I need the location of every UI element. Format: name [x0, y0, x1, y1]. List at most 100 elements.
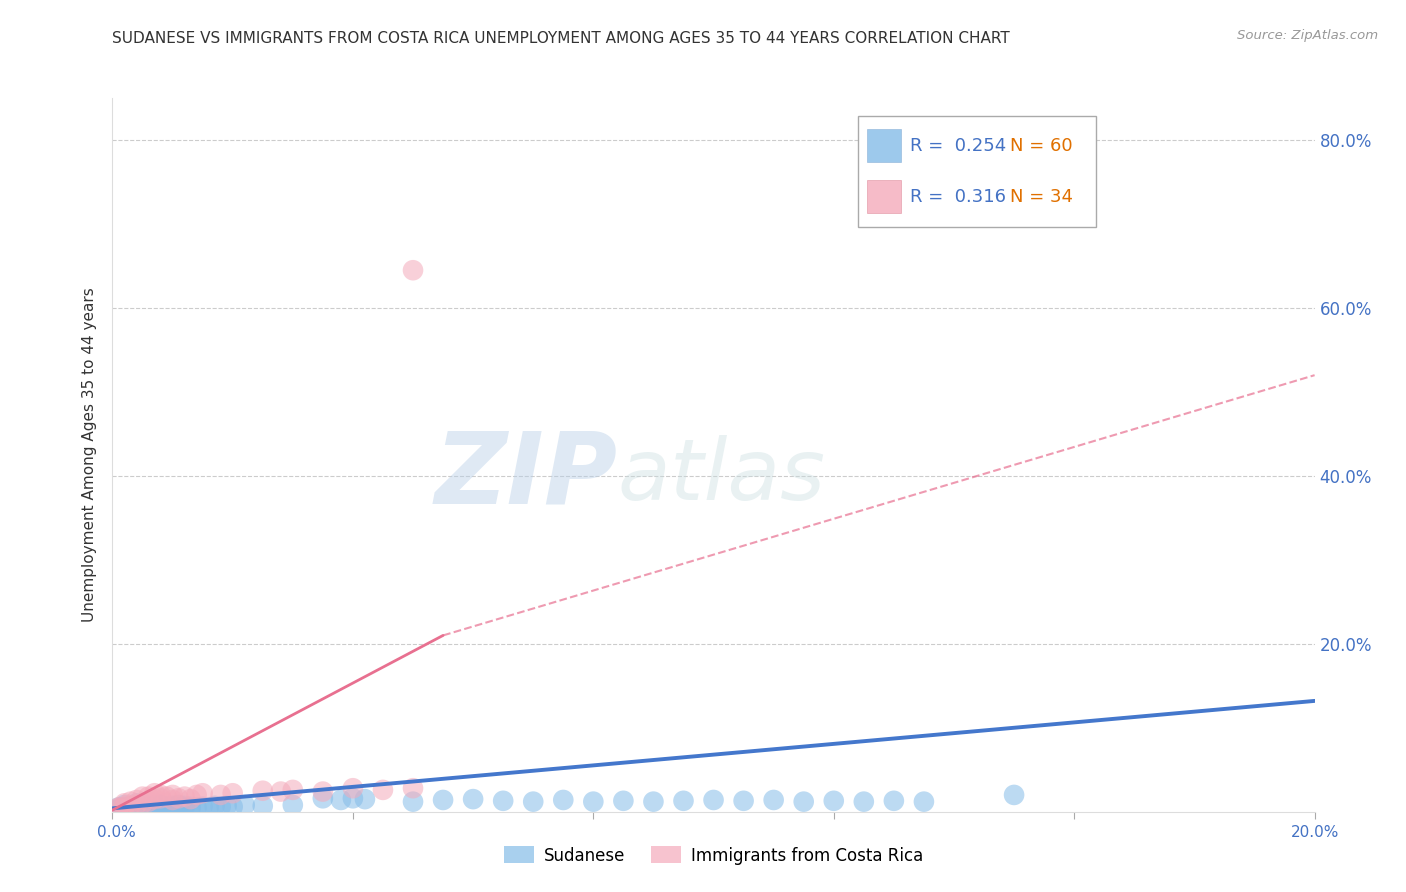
- Point: [883, 794, 905, 808]
- Point: [252, 783, 274, 797]
- Point: [125, 793, 148, 807]
- Point: [312, 791, 335, 805]
- Point: [191, 799, 214, 814]
- Point: [162, 793, 184, 807]
- Point: [823, 794, 845, 808]
- Y-axis label: Unemployment Among Ages 35 to 44 years: Unemployment Among Ages 35 to 44 years: [82, 287, 97, 623]
- Point: [281, 783, 304, 797]
- Point: [120, 798, 142, 813]
- Point: [270, 784, 292, 798]
- Point: [180, 801, 202, 815]
- Point: [107, 800, 129, 814]
- Point: [402, 795, 425, 809]
- Point: [155, 802, 177, 816]
- Point: [107, 802, 129, 816]
- Point: [342, 781, 364, 796]
- Point: [702, 793, 725, 807]
- Point: [672, 794, 695, 808]
- Point: [912, 795, 935, 809]
- Point: [402, 781, 425, 796]
- Point: [138, 799, 160, 814]
- Text: atlas: atlas: [617, 434, 825, 518]
- Text: N = 60: N = 60: [1010, 136, 1073, 155]
- Text: N = 34: N = 34: [1010, 187, 1073, 206]
- Text: 0.0%: 0.0%: [97, 825, 136, 839]
- Point: [149, 791, 172, 805]
- Point: [120, 801, 142, 815]
- Point: [167, 791, 190, 805]
- Point: [131, 797, 153, 812]
- Point: [209, 788, 232, 802]
- Point: [252, 798, 274, 813]
- Text: R =  0.254: R = 0.254: [910, 136, 1007, 155]
- Point: [793, 795, 815, 809]
- Point: [371, 783, 394, 797]
- Point: [180, 792, 202, 806]
- Point: [222, 786, 245, 800]
- Legend: Sudanese, Immigrants from Costa Rica: Sudanese, Immigrants from Costa Rica: [498, 839, 929, 871]
- Point: [143, 792, 166, 806]
- Point: [143, 786, 166, 800]
- Point: [149, 802, 172, 816]
- Text: 20.0%: 20.0%: [1291, 825, 1339, 839]
- Point: [125, 798, 148, 813]
- Point: [120, 795, 142, 809]
- Point: [120, 799, 142, 814]
- Point: [155, 799, 177, 814]
- FancyBboxPatch shape: [868, 129, 901, 162]
- Point: [167, 797, 190, 812]
- Point: [204, 798, 226, 813]
- Point: [582, 795, 605, 809]
- Point: [432, 793, 454, 807]
- Point: [1002, 788, 1025, 802]
- Point: [162, 788, 184, 802]
- Point: [114, 799, 136, 814]
- Point: [114, 797, 136, 811]
- Point: [149, 797, 172, 812]
- Point: [402, 263, 425, 277]
- Point: [138, 795, 160, 809]
- Point: [114, 797, 136, 812]
- Text: Source: ZipAtlas.com: Source: ZipAtlas.com: [1237, 29, 1378, 42]
- Point: [762, 793, 785, 807]
- Point: [612, 794, 634, 808]
- Point: [138, 789, 160, 804]
- Point: [522, 795, 544, 809]
- Point: [107, 801, 129, 815]
- Text: SUDANESE VS IMMIGRANTS FROM COSTA RICA UNEMPLOYMENT AMONG AGES 35 TO 44 YEARS CO: SUDANESE VS IMMIGRANTS FROM COSTA RICA U…: [112, 31, 1011, 46]
- Point: [167, 799, 190, 814]
- Point: [162, 800, 184, 814]
- FancyBboxPatch shape: [868, 180, 901, 213]
- Point: [107, 800, 129, 814]
- Point: [143, 798, 166, 813]
- Point: [215, 798, 238, 813]
- Point: [173, 798, 195, 813]
- Point: [114, 801, 136, 815]
- Text: R =  0.316: R = 0.316: [910, 187, 1007, 206]
- Point: [180, 799, 202, 814]
- Point: [131, 789, 153, 804]
- Point: [191, 786, 214, 800]
- Point: [162, 798, 184, 813]
- Point: [173, 800, 195, 814]
- Point: [114, 800, 136, 814]
- Point: [461, 792, 484, 806]
- Point: [149, 788, 172, 802]
- Point: [186, 800, 208, 814]
- Text: ZIP: ZIP: [434, 428, 617, 524]
- Point: [354, 792, 377, 806]
- Point: [131, 800, 153, 814]
- FancyBboxPatch shape: [858, 116, 1095, 227]
- Point: [553, 793, 575, 807]
- Point: [125, 797, 148, 812]
- Point: [852, 795, 875, 809]
- Point: [329, 793, 352, 807]
- Point: [281, 797, 304, 812]
- Point: [342, 791, 364, 805]
- Point: [155, 789, 177, 804]
- Point: [173, 789, 195, 804]
- Point: [222, 799, 245, 814]
- Point: [233, 797, 256, 812]
- Point: [125, 797, 148, 811]
- Point: [209, 799, 232, 814]
